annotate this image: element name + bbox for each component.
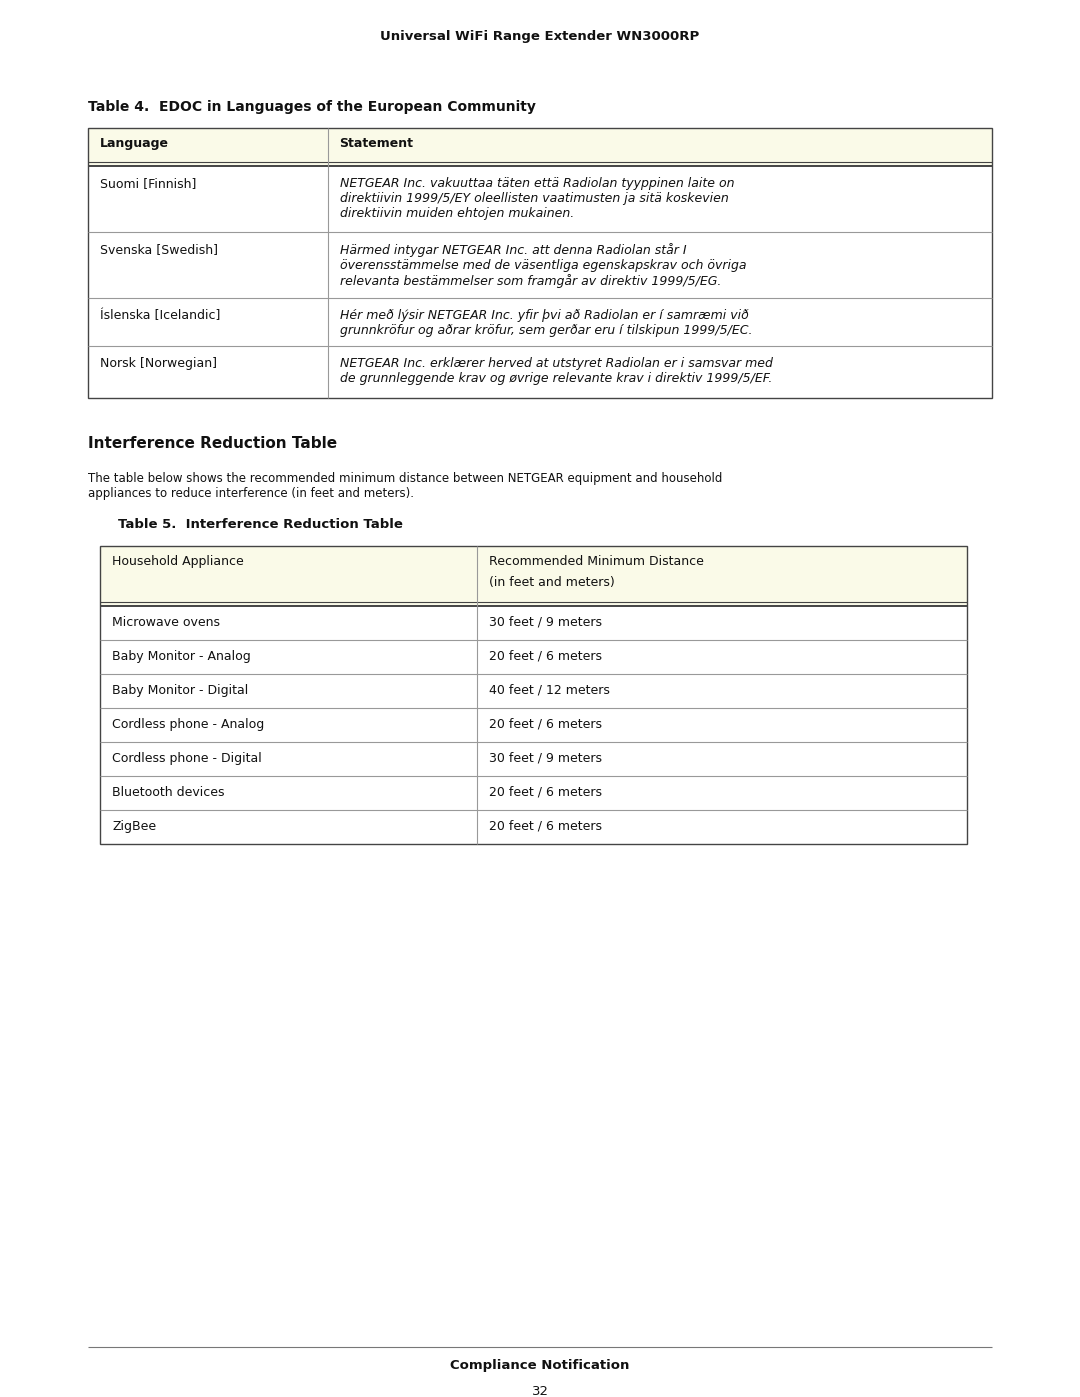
Bar <box>100 775 967 810</box>
Text: NETGEAR Inc. vakuuttaa täten että Radiolan tyyppinen laite on
direktiivin 1999/5: NETGEAR Inc. vakuuttaa täten että Radiol… <box>339 177 734 219</box>
Text: Table 5.  Interference Reduction Table: Table 5. Interference Reduction Table <box>118 518 403 531</box>
Text: 20 feet / 6 meters: 20 feet / 6 meters <box>489 787 603 799</box>
Text: Microwave ovens: Microwave ovens <box>112 616 220 629</box>
Bar <box>100 708 967 742</box>
Bar <box>87 166 993 232</box>
Text: Interference Reduction Table: Interference Reduction Table <box>87 436 337 451</box>
Bar <box>87 346 993 398</box>
Bar <box>100 606 967 640</box>
Text: Statement: Statement <box>339 137 414 149</box>
Bar <box>87 232 993 298</box>
Text: Household Appliance: Household Appliance <box>112 555 244 569</box>
Text: Language: Language <box>100 137 168 149</box>
Text: Härmed intygar NETGEAR Inc. att denna Radiolan står I
överensstämmelse med de vä: Härmed intygar NETGEAR Inc. att denna Ra… <box>339 243 746 288</box>
Bar <box>100 810 967 844</box>
Text: 40 feet / 12 meters: 40 feet / 12 meters <box>489 685 610 697</box>
Text: Cordless phone - Analog: Cordless phone - Analog <box>112 718 265 731</box>
Bar <box>100 546 967 606</box>
Text: Cordless phone - Digital: Cordless phone - Digital <box>112 752 261 766</box>
Text: Norsk [Norwegian]: Norsk [Norwegian] <box>100 358 217 370</box>
Text: Baby Monitor - Digital: Baby Monitor - Digital <box>112 685 248 697</box>
Text: Baby Monitor - Analog: Baby Monitor - Analog <box>112 650 251 664</box>
Text: 20 feet / 6 meters: 20 feet / 6 meters <box>489 820 603 833</box>
Bar <box>100 742 967 775</box>
Text: 30 feet / 9 meters: 30 feet / 9 meters <box>489 752 603 766</box>
Text: Íslenska [Icelandic]: Íslenska [Icelandic] <box>100 309 220 321</box>
Bar <box>100 640 967 673</box>
Text: Compliance Notification: Compliance Notification <box>450 1359 630 1372</box>
Bar <box>100 546 967 844</box>
Text: 30 feet / 9 meters: 30 feet / 9 meters <box>489 616 603 629</box>
Text: Svenska [Swedish]: Svenska [Swedish] <box>100 243 218 256</box>
Text: The table below shows the recommended minimum distance between NETGEAR equipment: The table below shows the recommended mi… <box>87 472 723 500</box>
Text: Bluetooth devices: Bluetooth devices <box>112 787 225 799</box>
Text: 20 feet / 6 meters: 20 feet / 6 meters <box>489 650 603 664</box>
Bar <box>87 298 993 346</box>
Bar <box>87 129 993 166</box>
Text: Recommended Minimum Distance: Recommended Minimum Distance <box>489 555 704 569</box>
Text: 32: 32 <box>531 1384 549 1397</box>
Bar <box>87 129 993 398</box>
Text: NETGEAR Inc. erklærer herved at utstyret Radiolan er i samsvar med
de grunnlegge: NETGEAR Inc. erklærer herved at utstyret… <box>339 358 772 386</box>
Text: Hér með lýsir NETGEAR Inc. yfir þvi að Radiolan er í samræmi við
grunnkröfur og : Hér með lýsir NETGEAR Inc. yfir þvi að R… <box>339 309 752 337</box>
Text: Suomi [Finnish]: Suomi [Finnish] <box>100 177 197 190</box>
Text: ZigBee: ZigBee <box>112 820 157 833</box>
Text: Universal WiFi Range Extender WN3000RP: Universal WiFi Range Extender WN3000RP <box>380 29 700 43</box>
Text: 20 feet / 6 meters: 20 feet / 6 meters <box>489 718 603 731</box>
Text: Table 4.  EDOC in Languages of the European Community: Table 4. EDOC in Languages of the Europe… <box>87 101 536 115</box>
Text: (in feet and meters): (in feet and meters) <box>489 576 615 590</box>
Bar <box>100 673 967 708</box>
